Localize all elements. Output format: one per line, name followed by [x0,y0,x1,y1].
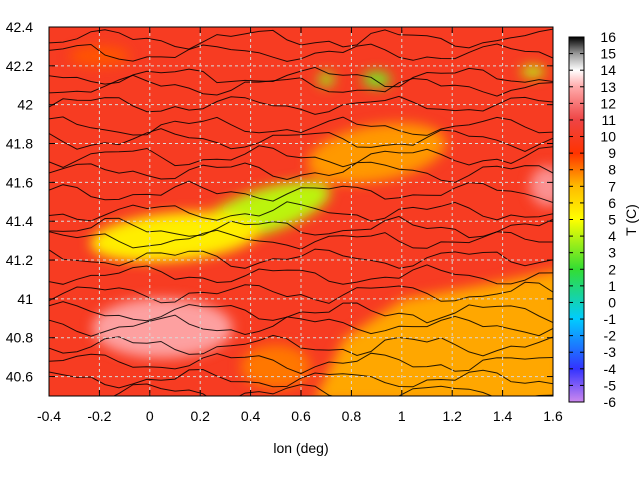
x-tick-label: 0.6 [291,408,311,424]
contour-line [49,215,553,239]
plot-area: -0.4 -0.2 0 0.2 0.4 0.6 0.8 1 1.2 1.4 1.6 40.6 40.8… [6,19,563,424]
contour-line [49,43,553,62]
colorbar-title: T (C) [623,204,639,236]
x-axis-ticks: -0.4 -0.2 0 0.2 0.4 0.6 0.8 1 1.2 1.4 1.6 [37,27,563,424]
colorbar-tick-label: 2 [608,261,616,277]
contour-line [49,201,553,222]
x-tick-label: 0 [146,408,154,424]
x-tick-label: 1.2 [442,408,462,424]
colorbar-tick-label: 1 [608,278,616,294]
colorbar-tick-label: 0 [608,294,616,310]
contour-line [49,383,553,396]
contour-line [49,248,553,269]
colorbar-tick-label: -1 [604,311,617,327]
contour-line [49,264,553,285]
y-axis-ticks: 40.6 40.8 41 41.2 41.4 41.6 41.8 42 42.2 42.4 [6,19,553,385]
contour-line [49,368,553,389]
colorbar-tick-label: 10 [600,129,616,145]
x-tick-label: 0.8 [342,408,362,424]
colorbar-tick-label: 6 [608,195,616,211]
y-tick-label: 40.6 [6,369,33,385]
x-tick-label: 1.4 [493,408,513,424]
y-tick-label: 41.2 [6,252,33,268]
colorbar-tick-label: 3 [608,245,616,261]
contour-line [49,74,553,97]
grid-lines [49,27,553,396]
y-tick-label: 42.2 [6,58,33,74]
colorbar-tick-label: 11 [601,112,616,128]
contour-line [49,145,553,168]
x-tick-label: -0.4 [37,408,61,424]
region-pyrenees-2 [362,71,391,88]
y-tick-label: 42.4 [6,19,33,35]
contour-line [49,352,553,375]
colorbar-tick-label: 9 [608,145,616,161]
colorbar-tick-label: 16 [600,29,616,45]
y-tick-label: 42 [17,97,33,113]
colorbar-tick-label: -2 [604,328,617,344]
colorbar-tick-label: 12 [600,95,616,111]
x-tick-label: 1 [398,408,406,424]
x-tick-label: 0.2 [190,408,210,424]
x-tick-label: 1.6 [543,408,563,424]
colorbar-tick-label: -5 [604,377,617,393]
contour-line [49,116,553,136]
colorbar-tick-label: 8 [608,162,616,178]
x-tick-label: 0.4 [241,408,261,424]
contour-line [49,95,553,115]
contour-line [49,28,553,50]
region-mountains-east [529,166,553,207]
colorbar-tick-label: -4 [604,361,617,377]
x-tick-label: -0.2 [87,408,111,424]
region-mountains-sw [92,298,233,359]
contour-line [49,301,553,324]
region-pyrenees-3 [520,65,545,78]
colorbar-tick-label: -3 [604,344,617,360]
region-depression-west [90,211,260,262]
y-tick-label: 41.6 [6,174,33,190]
contour-line [49,229,553,250]
contour-line [49,281,553,304]
region-pyrenees-1 [318,72,335,87]
contour-line [49,66,553,88]
contour-line [49,161,553,183]
region-sea [316,271,553,396]
region-pyrenees-4 [69,46,130,67]
contour-line [49,180,553,203]
temperature-regions [69,46,553,396]
colorbar-tick-label: -6 [604,394,617,410]
elevation-contours [49,28,553,396]
colorbar-tick-label: 14 [600,62,616,78]
y-tick-label: 41.8 [6,136,33,152]
y-tick-label: 41.4 [6,213,33,229]
x-axis-title: lon (deg) [273,440,328,456]
y-tick-label: 41 [17,291,33,307]
colorbar-tick-label: 13 [600,79,616,95]
colorbar-tick-label: 15 [600,46,616,62]
y-tick-label: 40.8 [6,330,33,346]
colorbar-tick-label: 4 [608,228,616,244]
colorbar-tick-label: 5 [608,212,616,228]
colorbar-tick-label: 7 [608,178,616,194]
contour-line [49,314,553,337]
